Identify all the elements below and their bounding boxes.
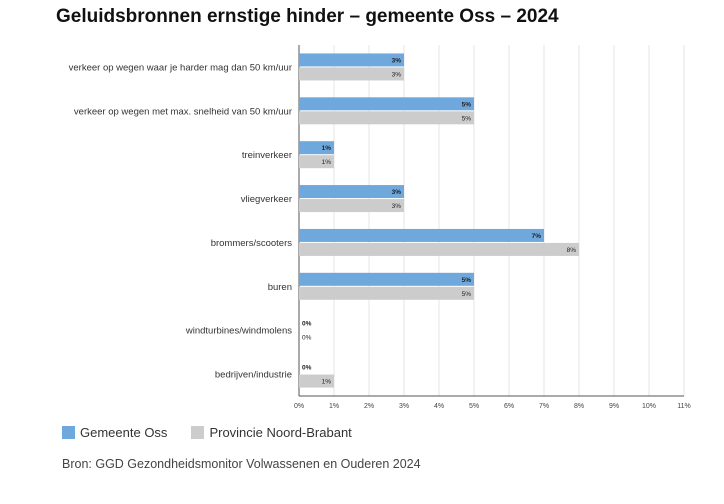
bar-provincie — [299, 67, 404, 81]
category-label: vliegverkeer — [241, 194, 292, 205]
legend: Gemeente Oss Provincie Noord-Brabant — [62, 425, 376, 440]
data-label: 8% — [567, 247, 577, 254]
x-tick-label: 2% — [364, 403, 374, 410]
data-label: 5% — [462, 101, 472, 108]
data-label: 0% — [302, 335, 312, 342]
x-tick-label: 10% — [642, 403, 656, 410]
x-tick-label: 7% — [539, 403, 549, 410]
data-label: 1% — [322, 145, 332, 152]
data-label: 3% — [392, 57, 402, 64]
category-label: windturbines/windmolens — [185, 326, 292, 337]
legend-swatch-gemeente — [62, 426, 75, 439]
legend-swatch-provincie — [191, 426, 205, 439]
data-label: 5% — [462, 115, 472, 122]
bar-provincie — [299, 111, 474, 125]
data-label: 3% — [392, 203, 402, 210]
data-label: 3% — [392, 71, 402, 78]
bar-chart: 0% 1% 2% 3% 4% 5% 6% 7% 8% 9% 10% 11% verkeer op weg… — [69, 45, 691, 410]
bar-gemeente — [299, 141, 334, 155]
data-label: 1% — [322, 379, 332, 386]
bar-gemeente — [299, 228, 544, 242]
data-label: 0% — [302, 321, 312, 328]
bar-gemeente — [299, 272, 474, 286]
category-label: brommers/scooters — [211, 238, 293, 249]
bar-gemeente — [299, 53, 404, 67]
x-tick-label: 0% — [294, 403, 304, 410]
bar-provincie — [299, 374, 334, 388]
category-label: treinverkeer — [242, 150, 292, 161]
category-label: verkeer op wegen met max. snelheid van 5… — [74, 106, 292, 117]
category-label: buren — [268, 282, 292, 293]
x-tick-label: 5% — [469, 403, 479, 410]
legend-item-provincie: Provincie Noord-Brabant — [191, 425, 352, 440]
x-tick-label: 9% — [609, 403, 619, 410]
bar-provincie — [299, 199, 404, 213]
x-tick-label: 3% — [399, 403, 409, 410]
x-tick-label: 6% — [504, 403, 514, 410]
data-label: 3% — [392, 189, 402, 196]
category-label: verkeer op wegen waar je harder mag dan … — [69, 62, 292, 73]
legend-label-gemeente: Gemeente Oss — [80, 425, 168, 440]
data-label: 7% — [532, 233, 542, 240]
x-tick-label: 1% — [329, 403, 339, 410]
x-tick-label: 8% — [574, 403, 584, 410]
data-label: 5% — [462, 277, 472, 284]
bar-provincie — [299, 286, 474, 300]
x-tick-label: 11% — [677, 403, 691, 410]
bar-provincie — [299, 155, 334, 169]
chart-title: Geluidsbronnen ernstige hinder – gemeent… — [56, 6, 559, 27]
data-label: 0% — [302, 365, 312, 372]
bar-gemeente — [299, 185, 404, 199]
bar-provincie — [299, 242, 579, 256]
x-tick-label: 4% — [434, 403, 444, 410]
source-note: Bron: GGD Gezondheidsmonitor Volwassenen… — [62, 457, 421, 471]
category-label: bedrijven/industrie — [215, 370, 292, 381]
data-label: 1% — [322, 159, 332, 166]
legend-item-gemeente: Gemeente Oss — [62, 425, 167, 440]
legend-label-provincie: Provincie Noord-Brabant — [209, 425, 352, 440]
data-label: 5% — [462, 291, 472, 298]
bar-gemeente — [299, 97, 474, 111]
